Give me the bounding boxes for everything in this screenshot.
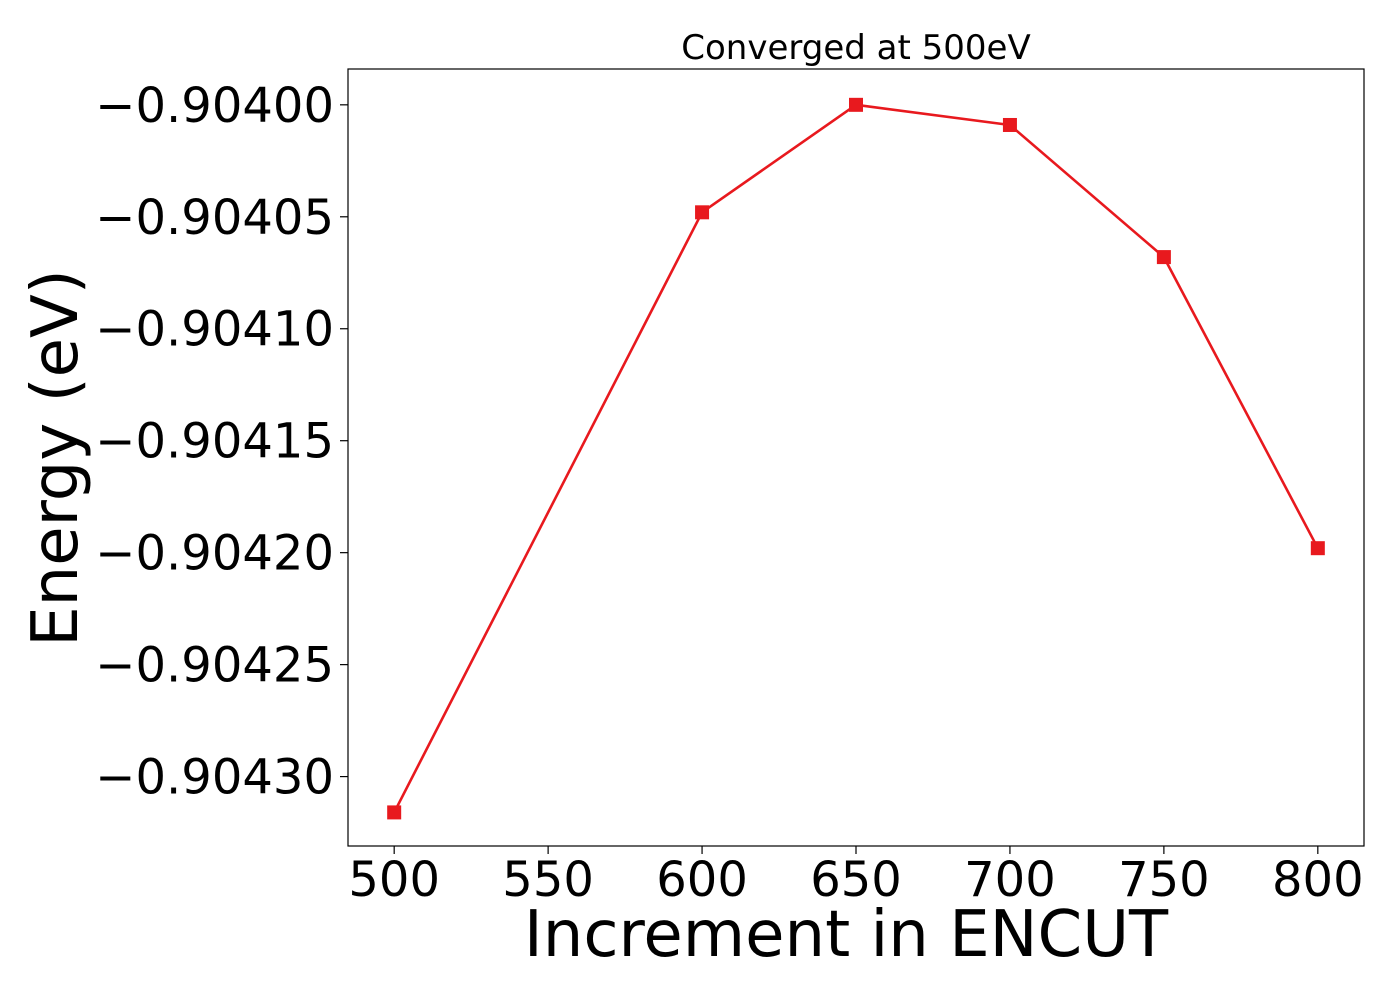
y-tick-label: −0.90425 [95, 638, 334, 694]
x-axis-label: Increment in ENCUT [524, 898, 1169, 972]
x-tick-label: 500 [348, 852, 440, 908]
plot-area-frame [347, 68, 1365, 847]
data-point-marker [387, 805, 402, 820]
x-tick-label: 750 [1118, 852, 1210, 908]
x-tick-label: 800 [1272, 852, 1364, 908]
y-tick-label: −0.90420 [95, 526, 334, 582]
x-tick-label: 700 [964, 852, 1056, 908]
series-line [393, 103, 1319, 814]
data-point-marker [1310, 541, 1325, 556]
data-point-marker [849, 97, 863, 112]
data-point-marker [695, 205, 710, 220]
y-axis-ticks: −0.90430 −0.90425 −0.90420 −0.90415 −0.90410… [95, 78, 348, 806]
x-tick-label: 550 [502, 852, 594, 908]
data-point-marker [1156, 250, 1171, 265]
x-tick-label: 600 [656, 852, 748, 908]
series-layer [387, 97, 1325, 820]
x-tick-label: 650 [810, 852, 902, 908]
data-point-marker [1002, 117, 1017, 132]
y-tick-label: −0.90415 [95, 414, 334, 470]
y-axis-label: Energy (eV) [19, 269, 93, 647]
y-tick-label: −0.90400 [95, 78, 334, 134]
y-tick-label: −0.90430 [95, 750, 334, 806]
y-tick-label: −0.90405 [95, 190, 334, 246]
x-axis-ticks: 500 550 600 650 700 750 800 [348, 846, 1364, 908]
y-tick-label: −0.90410 [95, 302, 334, 358]
chart-title: Converged at 500eV [681, 28, 1030, 68]
